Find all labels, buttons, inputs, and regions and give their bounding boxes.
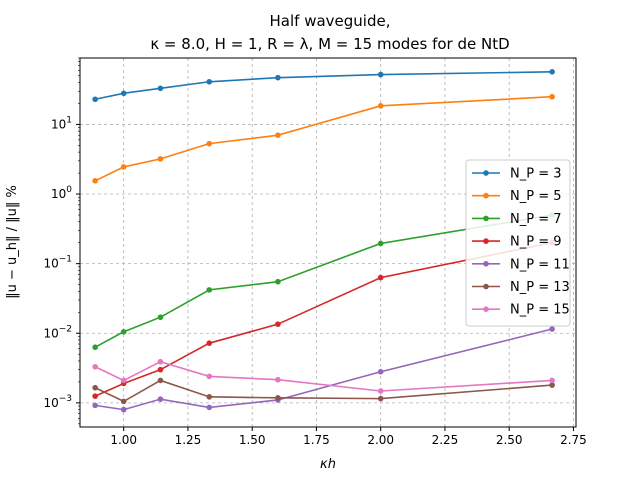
data-point [157,314,164,321]
x-tick-label: 2.25 [432,433,459,447]
series-6 [92,358,555,394]
legend-label: N_P = 9 [510,235,562,250]
y-tick-label: 10−3 [43,394,72,410]
series-0 [92,69,555,103]
data-point [275,132,281,139]
y-tick-label: 10−2 [43,324,72,340]
data-point [206,78,213,85]
chart-title: Half waveguide, [270,12,391,30]
data-point [206,404,213,411]
data-point [549,326,555,332]
legend-label: N_P = 3 [510,167,562,182]
data-point [92,393,98,399]
data-point [206,140,213,147]
legend-label: N_P = 11 [510,257,570,272]
data-point [377,103,384,109]
data-point [377,368,384,375]
data-point [377,240,384,247]
data-point [120,328,127,335]
y-axis: 10−3 10−2 10−1 100 101 [43,57,80,425]
data-point [549,69,555,75]
data-point [275,321,281,327]
data-point [549,382,555,388]
data-point [206,373,213,380]
data-point [275,74,281,81]
y-tick-label: 101 [51,115,72,131]
series-4 [92,326,555,413]
data-point [92,344,98,351]
data-point [377,388,384,394]
data-point [120,164,127,170]
data-point [120,377,127,384]
chart-subtitle: κ = 8.0, H = 1, R = λ, M = 15 modes for … [150,35,509,53]
y-tick-label: 10−1 [43,255,72,271]
data-point [549,93,555,100]
data-point [157,377,164,384]
legend-marker [483,170,489,176]
series-1 [92,93,555,184]
data-point [275,278,281,285]
legend-label: N_P = 7 [510,212,562,227]
data-point [157,85,164,92]
data-point [92,177,98,184]
legend-label: N_P = 15 [510,303,570,318]
x-tick-label: 1.50 [239,433,266,447]
data-point [275,376,281,383]
data-point [120,406,127,413]
data-point [275,395,281,401]
data-point [157,358,164,365]
data-point [120,90,127,97]
x-tick-label: 1.25 [175,433,202,447]
data-point [157,366,164,373]
legend-marker [483,283,489,290]
data-point [157,396,164,402]
x-tick-label: 2.75 [560,433,587,447]
series-line [94,71,553,101]
data-point [377,395,384,402]
legend-box [465,159,571,327]
data-point [377,274,384,281]
data-point [377,71,384,78]
data-point [92,402,98,409]
y-tick-label: 100 [51,185,72,201]
data-point [157,156,164,162]
data-point [92,96,98,103]
x-tick-label: 2.50 [496,433,523,447]
legend-marker [483,238,489,244]
legend-marker [483,306,489,313]
legend-marker [483,215,489,222]
legend-marker [483,192,489,199]
x-tick-label: 2.00 [367,433,394,447]
data-point [206,340,213,346]
data-point [549,377,555,384]
y-axis-label: ‖u − u_h‖ / ‖u‖ % [5,185,20,299]
legend: N_P = 3 N_P = 5 N_P = 7 N_P = 9 N_P = 11 N_P … [465,159,571,327]
data-point [206,394,213,400]
series-line [94,379,553,403]
x-axis: 1.00 1.25 1.50 1.75 2.00 2.25 2.50 2.75 [110,427,587,447]
legend-marker [483,261,489,267]
x-axis-label: κh [320,457,336,472]
legend-label: N_P = 13 [510,280,570,295]
x-tick-label: 1.75 [303,433,330,447]
data-point [206,287,213,293]
data-point [92,384,98,391]
x-tick-label: 1.00 [110,433,137,447]
legend-label: N_P = 5 [510,189,562,204]
data-point [120,398,127,405]
data-point [92,363,98,370]
series-layer [92,69,555,413]
series-5 [92,377,555,405]
